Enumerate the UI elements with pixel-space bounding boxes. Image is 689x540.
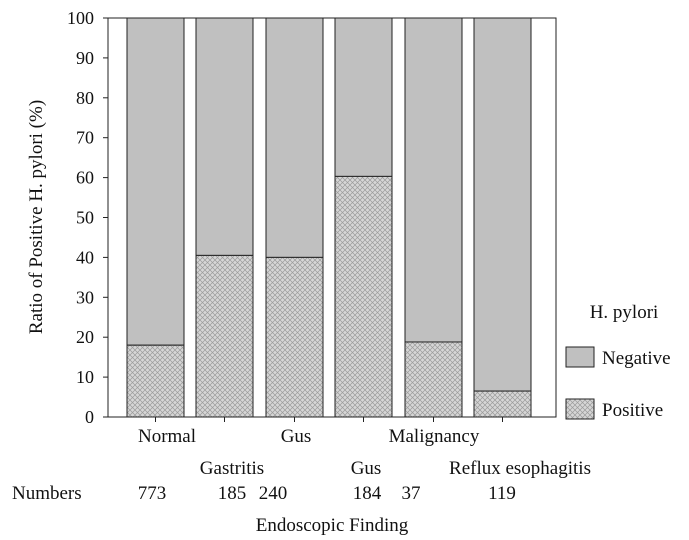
sample-count-label: 185 xyxy=(218,483,247,504)
sample-count-label: 37 xyxy=(402,483,421,504)
legend-swatch-positive xyxy=(565,398,595,420)
bar-negative xyxy=(195,17,254,256)
x-axis-title: Endoscopic Finding xyxy=(256,515,409,536)
bar-positive xyxy=(265,256,324,418)
x-category-label: Gus xyxy=(281,426,312,447)
bar-positive xyxy=(473,390,532,418)
legend: H. pylori Negative Positive xyxy=(565,302,671,421)
y-tick-label: 100 xyxy=(67,8,94,28)
bar-negative xyxy=(404,17,463,343)
legend-title: H. pylori xyxy=(590,302,659,323)
bar-positive xyxy=(404,341,463,418)
y-tick-label: 0 xyxy=(85,407,94,427)
y-tick-label: 70 xyxy=(76,128,94,148)
legend-label-negative: Negative xyxy=(602,348,671,369)
y-axis-title: Ratio of Positive H. pylori (%) xyxy=(26,100,47,334)
bar-negative xyxy=(265,17,324,258)
x-category-label: Reflux esophagitis xyxy=(449,458,591,479)
y-tick-label: 20 xyxy=(76,327,94,347)
bar-positive xyxy=(334,175,393,418)
bar-negative xyxy=(126,17,185,346)
numbers-row-label: Numbers xyxy=(12,483,82,504)
y-tick-label: 60 xyxy=(76,168,94,188)
bar-negative xyxy=(473,17,532,392)
y-tick-label: 90 xyxy=(76,48,94,68)
sample-count-label: 240 xyxy=(259,483,288,504)
x-category-label: Malignancy xyxy=(389,426,480,447)
bars-group xyxy=(126,17,532,418)
legend-swatch-negative xyxy=(565,346,595,368)
sample-count-label: 773 xyxy=(138,483,167,504)
axes-group xyxy=(103,17,557,422)
y-tick-label: 50 xyxy=(76,208,94,228)
legend-label-positive: Positive xyxy=(602,400,663,421)
x-category-label: Gastritis xyxy=(200,458,264,479)
y-tick-label: 30 xyxy=(76,287,94,307)
bar-positive xyxy=(195,254,254,418)
x-category-label: Gus xyxy=(351,458,382,479)
bar-positive xyxy=(126,344,185,418)
x-category-label: Normal xyxy=(138,426,196,447)
y-tick-label: 40 xyxy=(76,247,94,267)
y-tick-label: 80 xyxy=(76,88,94,108)
bar-negative xyxy=(334,17,393,177)
y-tick-label: 10 xyxy=(76,367,94,387)
sample-count-label: 184 xyxy=(353,483,382,504)
sample-count-label: 119 xyxy=(488,483,516,504)
